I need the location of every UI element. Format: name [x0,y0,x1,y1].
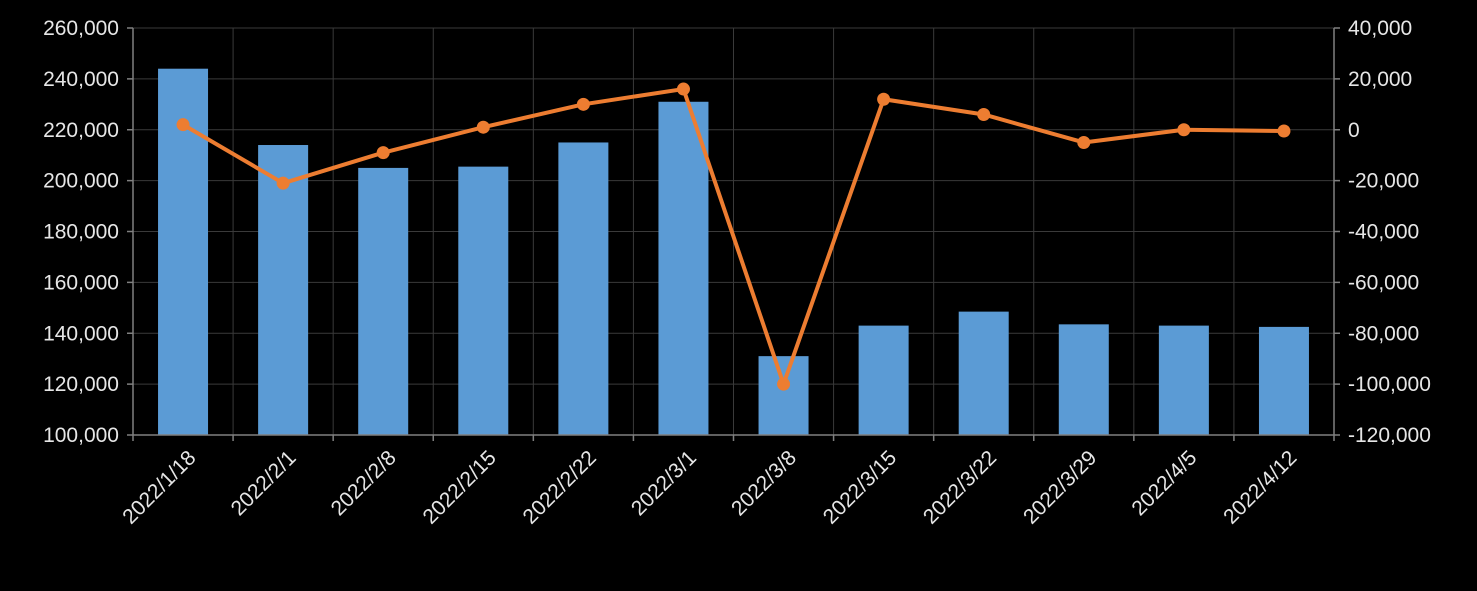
bar [958,311,1009,435]
right-tick-label: 0 [1348,119,1360,142]
left-tick-label: 240,000 [43,68,119,91]
right-tick-label: 20,000 [1348,68,1412,91]
right-tick-label: -60,000 [1348,271,1419,294]
bar [458,166,509,435]
right-axis-tick-labels: -120,000 -100,000 -80,000 -60,000 -40,000 -20… [1348,17,1431,447]
line-point [676,82,690,96]
left-axis-tick-labels: 100,000 120,000 140,000 160,000 180,000 200,0… [43,17,119,447]
bar [358,167,409,435]
line-point [476,120,490,134]
line-point [1077,135,1091,149]
right-tick-label: -100,000 [1348,373,1431,396]
line-path [182,87,1284,387]
line-point [1277,124,1291,138]
right-tick-label: -120,000 [1348,424,1431,447]
line-point [977,107,991,121]
right-tick-label: -20,000 [1348,170,1419,193]
line-point [276,176,290,190]
bar [558,142,609,435]
line-point [576,97,590,111]
line-point [1177,123,1191,137]
line-point [176,118,190,132]
bar [658,101,709,436]
left-tick-label: 220,000 [43,119,119,142]
line-series [176,82,1291,391]
left-tick-label: 200,000 [43,170,119,193]
bar [758,356,809,435]
bar [1058,324,1109,435]
left-tick-label: 100,000 [43,424,119,447]
bar-series [158,68,1309,436]
bar [858,325,909,435]
right-tick-label: -80,000 [1348,322,1419,345]
axes [127,27,1340,441]
bar [1258,326,1309,435]
left-tick-label: 180,000 [43,221,119,244]
line-point [877,92,891,106]
line-point [376,146,390,160]
left-tick-label: 160,000 [43,271,119,294]
right-tick-label: 40,000 [1348,17,1412,40]
left-tick-label: 140,000 [43,322,119,345]
left-tick-label: 120,000 [43,373,119,396]
bar [258,145,309,435]
bar [1158,325,1209,435]
left-tick-label: 260,000 [43,17,119,40]
line-point [777,377,791,391]
right-tick-label: -40,000 [1348,221,1419,244]
